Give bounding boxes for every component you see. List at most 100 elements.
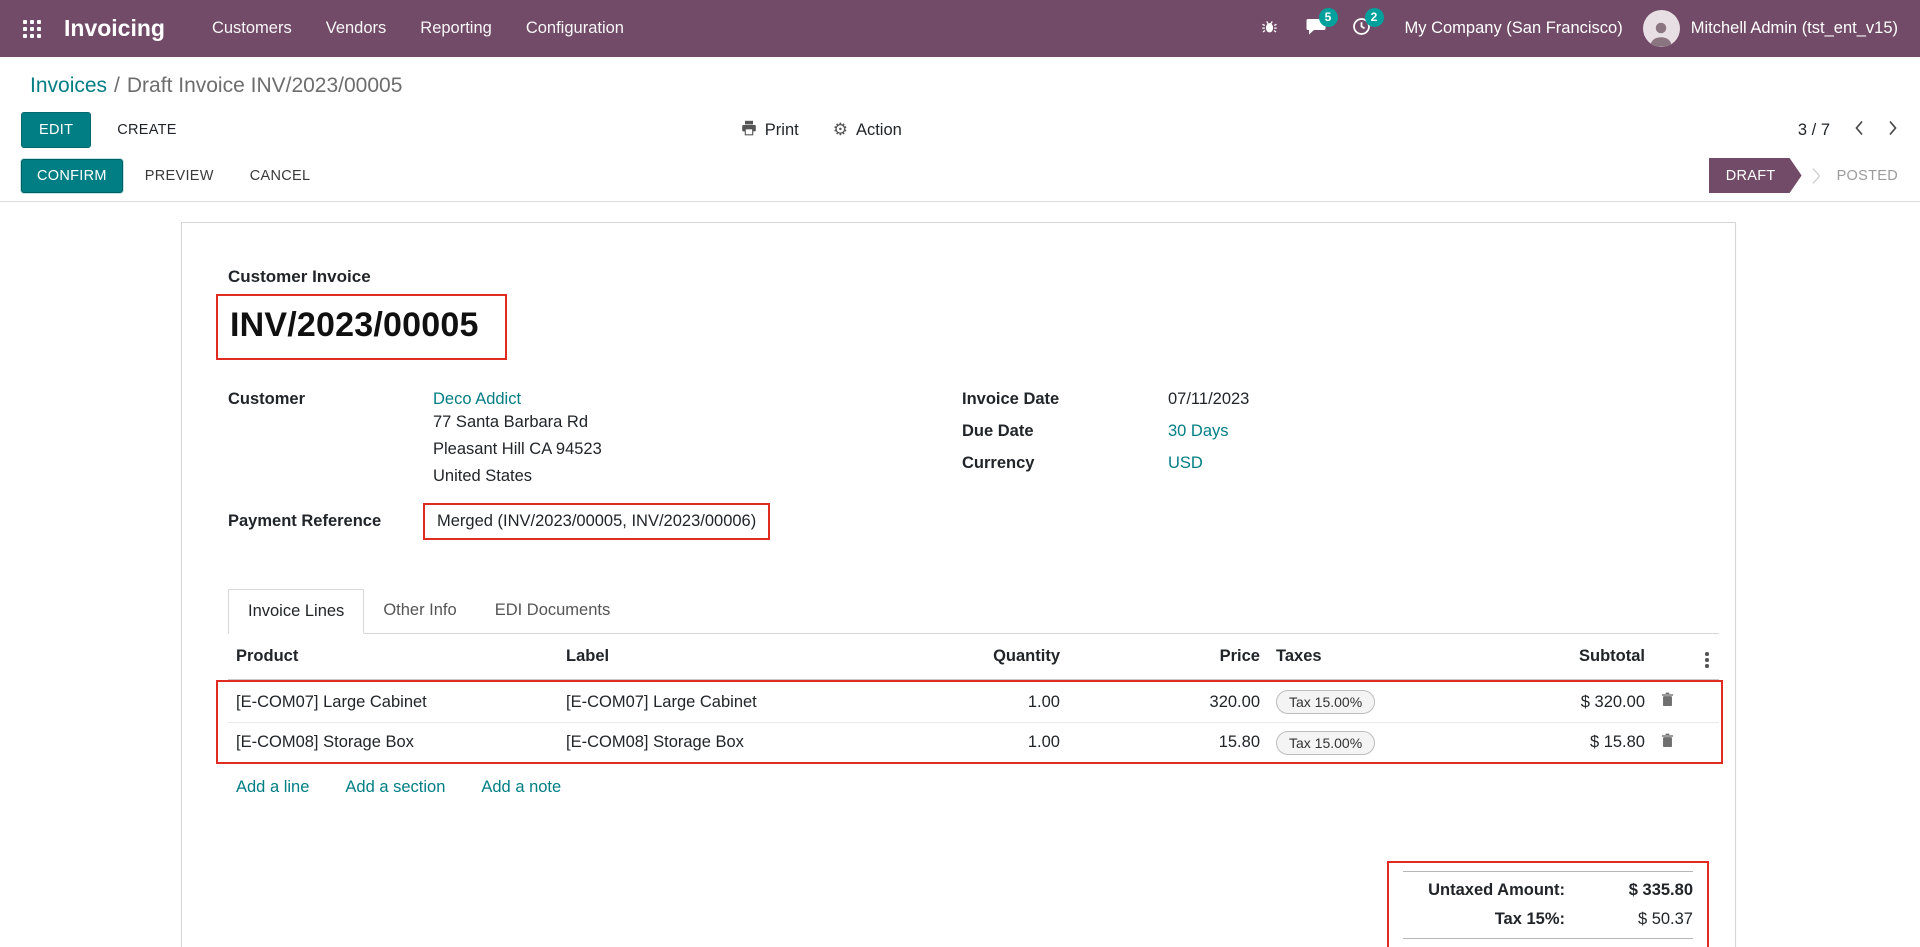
pager-count[interactable]: 3 / 7 bbox=[1797, 120, 1830, 139]
form-statusbar: CONFIRM PREVIEW CANCEL DRAFT POSTED bbox=[0, 158, 1920, 202]
customer-address-line: Pleasant Hill CA 94523 bbox=[433, 440, 602, 458]
customer-label: Customer bbox=[228, 390, 306, 408]
pager-next-button[interactable] bbox=[1888, 120, 1898, 141]
tax-label: Tax 15%: bbox=[1494, 910, 1565, 928]
confirm-button[interactable]: CONFIRM bbox=[21, 158, 123, 193]
invoice-sheet: Customer Invoice INV/2023/00005 Customer… bbox=[181, 222, 1736, 947]
form-view-container: Customer Invoice INV/2023/00005 Customer… bbox=[0, 202, 1920, 947]
user-silhouette-icon bbox=[1650, 22, 1672, 47]
tax-value: $ 50.37 bbox=[1637, 910, 1693, 928]
line-label: [E-COM08] Storage Box bbox=[566, 733, 744, 751]
create-button[interactable]: CREATE bbox=[101, 112, 193, 148]
document-type-label: Customer Invoice bbox=[228, 267, 371, 286]
menu-reporting[interactable]: Reporting bbox=[420, 19, 492, 37]
payment-reference-value: Merged (INV/2023/00005, INV/2023/00006) bbox=[437, 512, 757, 530]
pager-previous-button[interactable] bbox=[1854, 120, 1864, 141]
add-note-link[interactable]: Add a note bbox=[481, 778, 562, 796]
chevron-right-icon bbox=[1889, 120, 1897, 135]
action-label: Action bbox=[855, 120, 902, 139]
line-price: 320.00 bbox=[1209, 692, 1260, 711]
tab-invoice-lines[interactable]: Invoice Lines bbox=[228, 589, 365, 634]
tax-tag: Tax 15.00% bbox=[1276, 730, 1376, 755]
col-header-subtotal: Subtotal bbox=[1579, 647, 1645, 665]
menu-vendors[interactable]: Vendors bbox=[325, 19, 387, 37]
user-menu[interactable]: Mitchell Admin (tst_ent_v15) bbox=[1690, 19, 1898, 37]
line-product: [E-COM07] Large Cabinet bbox=[236, 692, 427, 711]
delete-line-icon[interactable] bbox=[1653, 692, 1693, 712]
currency-label: Currency bbox=[962, 454, 1035, 472]
line-quantity: 1.00 bbox=[1027, 733, 1060, 751]
optional-columns-icon[interactable] bbox=[1693, 642, 1719, 672]
activities-button[interactable]: 2 bbox=[1339, 7, 1385, 51]
status-separator-chevron-icon bbox=[1812, 167, 1821, 185]
tab-other-info[interactable]: Other Info bbox=[383, 601, 457, 619]
activity-clock-icon bbox=[1352, 17, 1371, 41]
annotation-box-payment-reference: Merged (INV/2023/00005, INV/2023/00006) bbox=[423, 503, 771, 540]
untaxed-amount-label: Untaxed Amount: bbox=[1428, 881, 1565, 899]
breadcrumb-invoices-link[interactable]: Invoices bbox=[30, 74, 108, 97]
payment-reference-label: Payment Reference bbox=[228, 512, 382, 530]
activities-badge: 2 bbox=[1364, 7, 1384, 27]
annotation-box-invoice-lines: [E-COM07] Large Cabinet [E-COM07] Large … bbox=[216, 680, 1723, 764]
breadcrumb: Invoices / Draft Invoice INV/2023/00005 bbox=[0, 57, 1920, 106]
currency-value[interactable]: USD bbox=[1168, 454, 1203, 472]
customer-link[interactable]: Deco Addict bbox=[433, 390, 522, 408]
state-posted[interactable]: POSTED bbox=[1836, 167, 1898, 184]
col-header-taxes: Taxes bbox=[1276, 647, 1322, 665]
print-menu[interactable]: Print bbox=[741, 120, 799, 141]
apps-menu-button[interactable] bbox=[10, 7, 54, 51]
messages-badge: 5 bbox=[1318, 7, 1338, 27]
app-name[interactable]: Invoicing bbox=[64, 15, 165, 41]
col-header-price: Price bbox=[1219, 647, 1260, 665]
tab-edi-documents[interactable]: EDI Documents bbox=[494, 601, 611, 619]
invoice-lines-table: Product Label Quantity Price Taxes Subto… bbox=[216, 634, 1723, 797]
untaxed-amount-value: $ 335.80 bbox=[1628, 881, 1693, 899]
avatar[interactable] bbox=[1642, 10, 1680, 47]
cancel-button[interactable]: CANCEL bbox=[236, 160, 325, 192]
invoice-line-row[interactable]: [E-COM08] Storage Box [E-COM08] Storage … bbox=[228, 722, 1719, 762]
main-menu: Customers Vendors Reporting Configuratio… bbox=[195, 10, 641, 47]
add-section-link[interactable]: Add a section bbox=[345, 778, 446, 796]
state-draft[interactable]: DRAFT bbox=[1709, 158, 1802, 193]
preview-button[interactable]: PREVIEW bbox=[131, 160, 228, 192]
action-menu[interactable]: Action bbox=[833, 121, 902, 140]
lines-header-row: Product Label Quantity Price Taxes Subto… bbox=[228, 634, 1719, 680]
tax-tag: Tax 15.00% bbox=[1276, 690, 1376, 714]
line-quantity: 1.00 bbox=[1027, 692, 1060, 711]
top-navbar: Invoicing Customers Vendors Reporting Co… bbox=[0, 0, 1920, 57]
col-header-quantity: Quantity bbox=[993, 647, 1060, 665]
due-date-label: Due Date bbox=[962, 422, 1034, 440]
menu-customers[interactable]: Customers bbox=[211, 19, 292, 37]
notebook-tabs: Invoice Lines Other Info EDI Documents bbox=[228, 589, 1719, 634]
apps-grid-icon bbox=[23, 19, 41, 38]
gear-icon bbox=[833, 121, 848, 140]
messages-button[interactable]: 5 bbox=[1293, 7, 1339, 51]
invoice-number: INV/2023/00005 bbox=[230, 306, 479, 344]
chevron-left-icon bbox=[1855, 120, 1863, 135]
delete-line-icon[interactable] bbox=[1653, 733, 1693, 753]
edit-button[interactable]: EDIT bbox=[21, 112, 92, 148]
control-panel: EDIT CREATE Print Action 3 / 7 bbox=[0, 106, 1920, 158]
line-subtotal: $ 15.80 bbox=[1589, 733, 1645, 751]
bug-icon bbox=[1261, 18, 1278, 40]
menu-configuration[interactable]: Configuration bbox=[525, 19, 624, 37]
add-line-link[interactable]: Add a line bbox=[236, 778, 310, 796]
col-header-label: Label bbox=[566, 647, 610, 665]
debug-button[interactable] bbox=[1247, 7, 1293, 51]
invoice-date-value: 07/11/2023 bbox=[1168, 390, 1250, 408]
customer-address-line: United States bbox=[433, 467, 533, 485]
printer-icon bbox=[741, 120, 757, 141]
print-label: Print bbox=[764, 120, 799, 139]
line-product: [E-COM08] Storage Box bbox=[236, 733, 414, 751]
customer-field: Deco Addict 77 Santa Barbara Rd Pleasant… bbox=[433, 390, 602, 490]
state-ribbon: DRAFT POSTED bbox=[1709, 158, 1904, 193]
invoice-line-row[interactable]: [E-COM07] Large Cabinet [E-COM07] Large … bbox=[228, 682, 1719, 722]
line-price: 15.80 bbox=[1218, 733, 1260, 751]
company-switcher[interactable]: My Company (San Francisco) bbox=[1404, 19, 1623, 37]
col-header-product: Product bbox=[236, 647, 299, 665]
due-date-value[interactable]: 30 Days bbox=[1168, 422, 1229, 440]
line-subtotal: $ 320.00 bbox=[1580, 692, 1645, 711]
breadcrumb-current: Draft Invoice INV/2023/00005 bbox=[126, 74, 403, 97]
line-label: [E-COM07] Large Cabinet bbox=[566, 692, 757, 711]
annotation-box-invoice-number: INV/2023/00005 bbox=[216, 294, 507, 360]
